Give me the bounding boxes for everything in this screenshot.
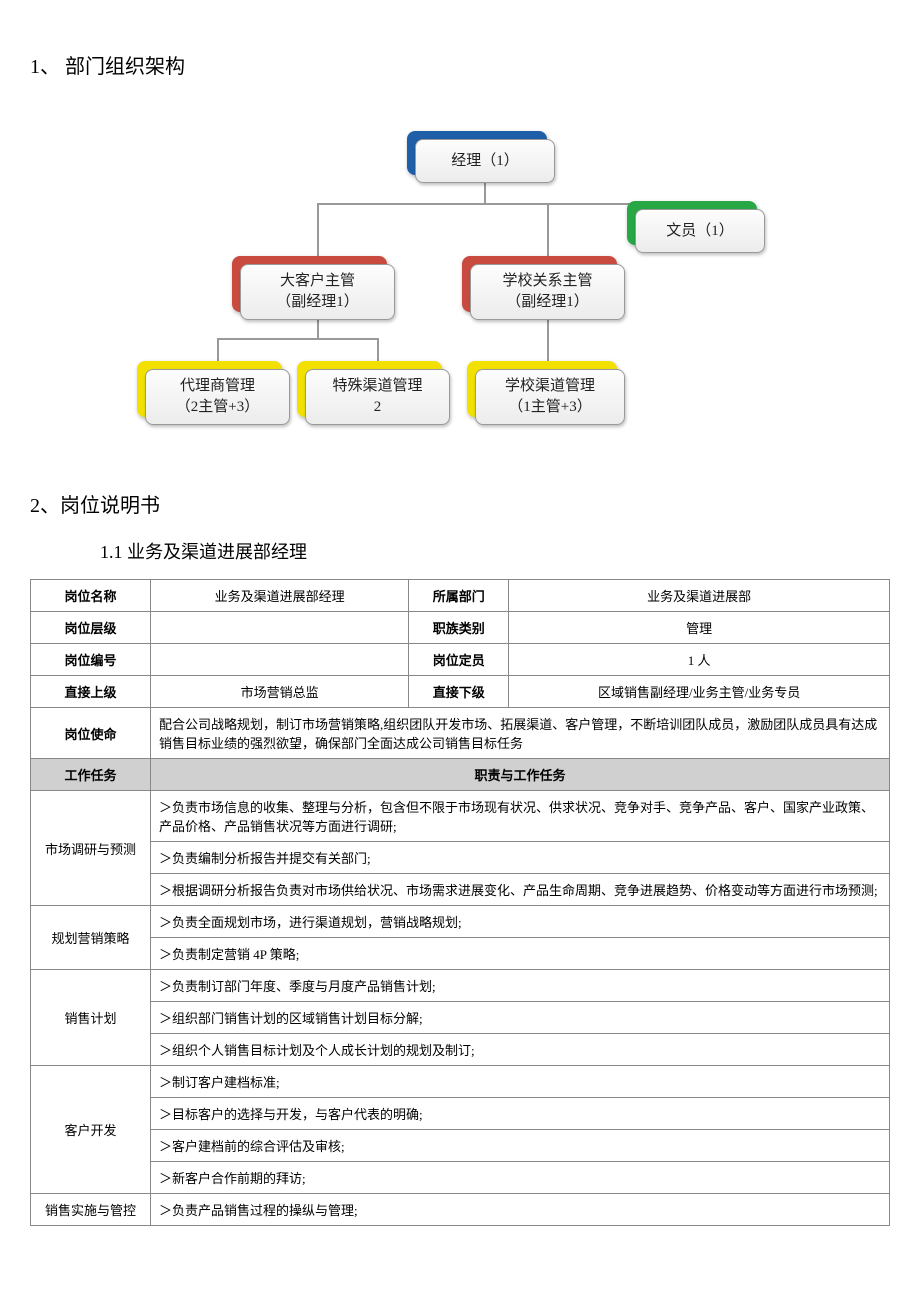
heading-jobtitle: 1.1 业务及渠道进展部经理 [100,538,890,564]
field-label: 岗位名称 [31,580,151,612]
task-item: ＞负责全面规划市场，进行渠道规划，营销战略规划; [151,906,890,938]
field-value [151,612,409,644]
table-header-row: 岗位名称业务及渠道进展部经理所属部门业务及渠道进展部 [31,580,890,612]
task-item: ＞目标客户的选择与开发，与客户代表的明确; [151,1098,890,1130]
task-item: ＞负责制定营销 4P 策略; [151,938,890,970]
org-node-sublabel: （1主管+3） [508,397,591,418]
field-value: 管理 [509,612,890,644]
task-row: 市场调研与预测＞负责市场信息的收集、整理与分析，包含但不限于市场现有状况、供求状… [31,791,890,842]
org-node-big: 大客户主管（副经理1） [240,264,395,320]
org-connector [484,183,486,203]
table-header-row: 直接上级市场营销总监直接下级区域销售副经理/业务主管/业务专员 [31,676,890,708]
org-node-box: 学校关系主管（副经理1） [470,264,625,320]
task-header-col1: 工作任务 [31,759,151,791]
org-node-schmgr: 学校渠道管理（1主管+3） [475,369,625,425]
org-connector [317,320,319,338]
field-label: 岗位编号 [31,644,151,676]
org-node-label: 文员（1） [666,221,734,242]
task-row: ＞根据调研分析报告负责对市场供给状况、市场需求进展变化、产品生命周期、竞争进展趋… [31,874,890,906]
org-node-label: 代理商管理 [180,376,255,397]
task-item: ＞负责产品销售过程的操纵与管理; [151,1194,890,1226]
task-row: 客户开发＞制订客户建档标准; [31,1066,890,1098]
field-value: 业务及渠道进展部经理 [151,580,409,612]
org-node-box: 大客户主管（副经理1） [240,264,395,320]
org-node-box: 经理（1） [415,139,555,183]
task-item: ＞新客户合作前期的拜访; [151,1162,890,1194]
org-connector [217,338,379,340]
table-header-row: 岗位编号 岗位定员1 人 [31,644,890,676]
org-node-box: 特殊渠道管理2 [305,369,450,425]
field-value [151,644,409,676]
org-node-label: 经理（1） [451,151,519,172]
task-header-row: 工作任务职责与工作任务 [31,759,890,791]
org-node-school: 学校关系主管（副经理1） [470,264,625,320]
org-node-label: 特殊渠道管理 [332,376,422,397]
mission-text: 配合公司战略规划，制订市场营销策略,组织团队开发市场、拓展渠道、客户管理，不断培… [151,708,890,759]
org-node-label: 大客户主管 [280,271,355,292]
task-row: ＞新客户合作前期的拜访; [31,1162,890,1194]
task-item: ＞制订客户建档标准; [151,1066,890,1098]
field-value: 业务及渠道进展部 [509,580,890,612]
org-node-clerk: 文员（1） [635,209,765,253]
field-label: 岗位定员 [409,644,509,676]
task-row: 销售实施与管控＞负责产品销售过程的操纵与管理; [31,1194,890,1226]
heading-org: 1、 部门组织架构 [30,50,890,79]
task-group-name: 销售实施与管控 [31,1194,151,1226]
field-label: 职族类别 [409,612,509,644]
task-group-name: 销售计划 [31,970,151,1066]
task-row: ＞组织个人销售目标计划及个人成长计划的规划及制订; [31,1034,890,1066]
org-connector [547,203,549,264]
field-label: 直接上级 [31,676,151,708]
field-label: 所属部门 [409,580,509,612]
field-value: 区域销售副经理/业务主管/业务专员 [509,676,890,708]
job-description-table: 岗位名称业务及渠道进展部经理所属部门业务及渠道进展部岗位层级职族类别管理岗位编号… [30,579,890,1226]
task-row: ＞负责编制分析报告并提交有关部门; [31,842,890,874]
mission-label: 岗位使命 [31,708,151,759]
task-item: ＞根据调研分析报告负责对市场供给状况、市场需求进展变化、产品生命周期、竞争进展趋… [151,874,890,906]
org-chart: 经理（1）文员（1）大客户主管（副经理1）学校关系主管（副经理1）代理商管理（2… [135,119,785,449]
task-group-name: 市场调研与预测 [31,791,151,906]
task-header-col2: 职责与工作任务 [151,759,890,791]
task-row: ＞负责制定营销 4P 策略; [31,938,890,970]
org-node-root: 经理（1） [415,139,555,183]
task-item: ＞组织部门销售计划的区域销售计划目标分解; [151,1002,890,1034]
field-value: 市场营销总监 [151,676,409,708]
table-header-row: 岗位层级 职族类别管理 [31,612,890,644]
field-label: 直接下级 [409,676,509,708]
mission-row: 岗位使命配合公司战略规划，制订市场营销策略,组织团队开发市场、拓展渠道、客户管理… [31,708,890,759]
org-node-agent: 代理商管理（2主管+3） [145,369,290,425]
org-node-box: 学校渠道管理（1主管+3） [475,369,625,425]
org-node-box: 文员（1） [635,209,765,253]
field-value: 1 人 [509,644,890,676]
task-group-name: 规划营销策略 [31,906,151,970]
org-node-sublabel: （副经理1） [506,292,589,313]
heading-jobdesc: 2、岗位说明书 [30,489,890,518]
task-item: ＞客户建档前的综合评估及审核; [151,1130,890,1162]
org-node-spec: 特殊渠道管理2 [305,369,450,425]
org-node-box: 代理商管理（2主管+3） [145,369,290,425]
task-item: ＞负责市场信息的收集、整理与分析，包含但不限于市场现有状况、供求状况、竞争对手、… [151,791,890,842]
task-item: ＞组织个人销售目标计划及个人成长计划的规划及制订; [151,1034,890,1066]
org-node-sublabel: （2主管+3） [176,397,259,418]
org-node-sublabel: （副经理1） [276,292,359,313]
task-item: ＞负责制订部门年度、季度与月度产品销售计划; [151,970,890,1002]
org-node-label: 学校关系主管 [502,271,592,292]
task-group-name: 客户开发 [31,1066,151,1194]
task-row: ＞目标客户的选择与开发，与客户代表的明确; [31,1098,890,1130]
field-label: 岗位层级 [31,612,151,644]
org-node-sublabel: 2 [374,397,382,418]
task-item: ＞负责编制分析报告并提交有关部门; [151,842,890,874]
task-row: 规划营销策略＞负责全面规划市场，进行渠道规划，营销战略规划; [31,906,890,938]
org-node-label: 学校渠道管理 [505,376,595,397]
org-connector [317,203,319,264]
task-row: 销售计划＞负责制订部门年度、季度与月度产品销售计划; [31,970,890,1002]
task-row: ＞组织部门销售计划的区域销售计划目标分解; [31,1002,890,1034]
task-row: ＞客户建档前的综合评估及审核; [31,1130,890,1162]
